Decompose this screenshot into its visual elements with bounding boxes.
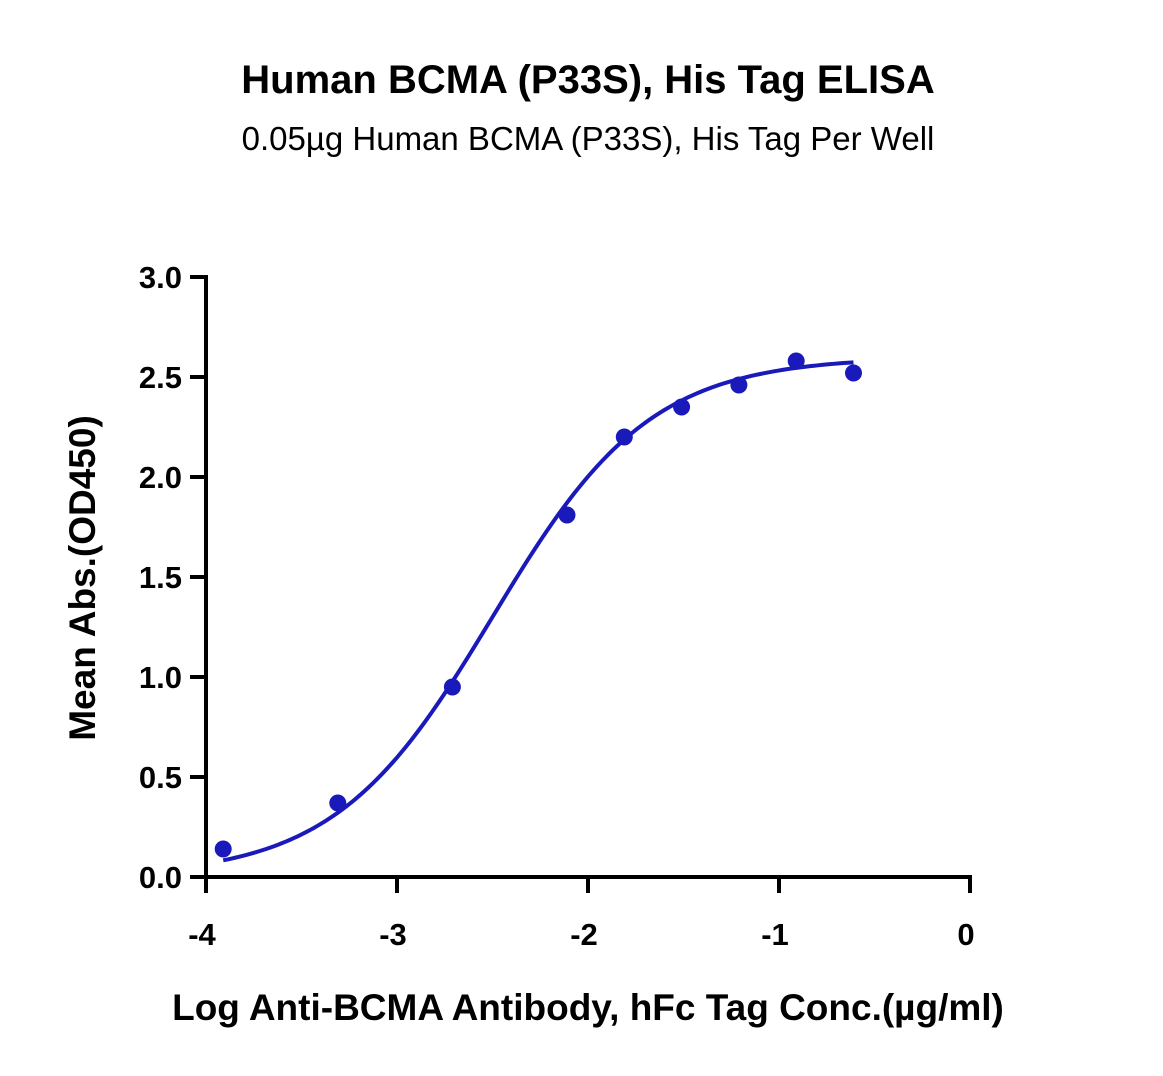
y-axis: 0.0 0.5 1.0 1.5 2.0 2.5 3.0 (139, 260, 208, 895)
data-point (558, 506, 576, 524)
data-point (329, 794, 347, 812)
y-tick-label: 0.0 (139, 860, 182, 895)
chart-subtitle: 0.05µg Human BCMA (P33S), His Tag Per We… (242, 120, 935, 157)
plot-area (214, 352, 862, 863)
fit-curve (222, 360, 854, 863)
data-point (214, 840, 232, 858)
x-tick-label: 0 (957, 917, 974, 952)
x-tick-label: -3 (379, 917, 407, 952)
y-tick-label: 2.5 (139, 360, 182, 395)
data-point (730, 376, 748, 394)
x-tick-label: -2 (570, 917, 598, 952)
data-point (673, 398, 691, 416)
data-point (844, 364, 862, 382)
y-tick-label: 3.0 (139, 260, 182, 295)
data-point (787, 352, 805, 370)
y-tick-label: 2.0 (139, 460, 182, 495)
y-tick-label: 1.5 (139, 560, 182, 595)
y-axis-label: Mean Abs.(OD450) (62, 415, 103, 741)
y-tick-label: 1.0 (139, 660, 182, 695)
x-tick-label: -1 (761, 917, 789, 952)
chart-title: Human BCMA (P33S), His Tag ELISA (241, 58, 934, 102)
x-tick-label: -4 (188, 917, 216, 952)
y-tick-label: 0.5 (139, 760, 182, 795)
data-point (615, 428, 633, 446)
x-axis-label: Log Anti-BCMA Antibody, hFc Tag Conc.(µg… (172, 987, 1004, 1028)
data-point (443, 678, 461, 696)
x-axis: -4 -3 -2 -1 0 (188, 875, 975, 952)
